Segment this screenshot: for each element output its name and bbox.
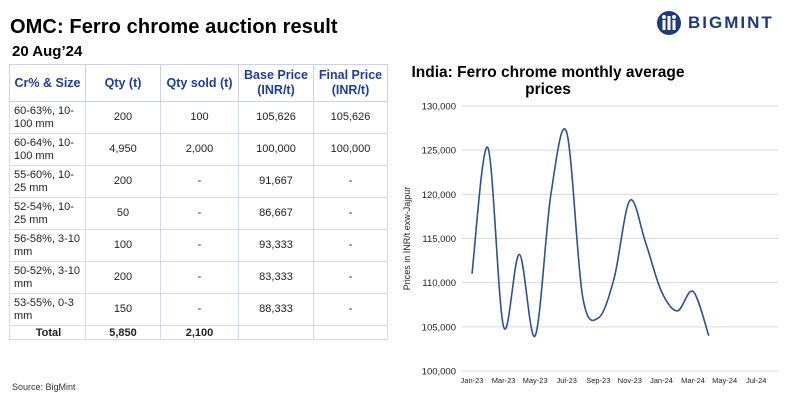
brand-name: BIGMINT bbox=[688, 13, 774, 32]
table-cell: - bbox=[313, 165, 388, 198]
table-header-row: Cr% & Size Qty (t) Qty sold (t) Base Pri… bbox=[9, 64, 388, 102]
y-tick-label: 120,000 bbox=[422, 190, 456, 201]
table-cell: 50-52%, 3-10 mm bbox=[9, 261, 86, 294]
table-cell: 93,333 bbox=[238, 229, 314, 262]
table-cell: - bbox=[160, 293, 239, 326]
y-tick-label: 105,000 bbox=[422, 322, 456, 333]
header-base-price: Base Price (INR/t) bbox=[238, 64, 314, 102]
header-grade-size: Cr% & Size bbox=[9, 64, 86, 102]
table-cell: 100,000 bbox=[238, 133, 314, 166]
table-cell: 5,850 bbox=[85, 325, 161, 340]
chart-title: India: Ferro chrome monthly average pric… bbox=[411, 64, 685, 98]
x-tick-label: Mar-24 bbox=[681, 376, 705, 385]
x-tick-label: Jan-24 bbox=[650, 376, 673, 385]
table-cell: 200 bbox=[85, 165, 161, 198]
table-cell: 53-55%, 0-3 mm bbox=[9, 293, 86, 326]
y-tick-label: 130,000 bbox=[422, 102, 456, 113]
page-title: OMC: Ferro chrome auction result bbox=[10, 16, 338, 38]
table-cell: 200 bbox=[85, 101, 161, 134]
table-cell: 2,100 bbox=[160, 325, 239, 340]
bigmint-logo-icon bbox=[657, 11, 681, 35]
table-cell: 105,626 bbox=[238, 101, 314, 134]
table-cell: 91,667 bbox=[238, 165, 314, 198]
table-cell: 52-54%, 10-25 mm bbox=[9, 197, 86, 230]
table-row: 50-52%, 3-10 mm 200-83,333- bbox=[9, 261, 388, 294]
header-qty-sold: Qty sold (t) bbox=[160, 64, 239, 102]
x-tick-label: Nov-23 bbox=[618, 376, 642, 385]
table-cell: 150 bbox=[85, 293, 161, 326]
source-note: Source: BigMint bbox=[12, 382, 76, 392]
table-cell: 55-60%, 10-25 mm bbox=[9, 165, 86, 198]
table-cell: 100 bbox=[85, 229, 161, 262]
y-tick-label: 100,000 bbox=[422, 367, 456, 378]
table-cell: 60-64%, 10-100 mm bbox=[9, 133, 86, 166]
table-cell: 100,000 bbox=[313, 133, 388, 166]
table-row: 56-58%, 3-10 mm 100-93,333- bbox=[9, 229, 388, 262]
table-cell: - bbox=[313, 293, 388, 326]
table-cell: - bbox=[160, 261, 239, 294]
table-cell bbox=[238, 325, 314, 340]
brand-logo: BIGMINT bbox=[656, 10, 774, 36]
table-cell: - bbox=[160, 165, 239, 198]
table-cell: 200 bbox=[85, 261, 161, 294]
price-series-line bbox=[471, 128, 710, 337]
table-cell: - bbox=[160, 197, 239, 230]
x-tick-label: May-24 bbox=[712, 376, 737, 385]
total-row: Total 5,850 2,100 bbox=[9, 325, 388, 340]
table-row: 55-60%, 10-25 mm 200-91,667- bbox=[9, 165, 388, 198]
price-line-chart: 100,000 105,000 110,000 115,000 120,000 125,0… bbox=[402, 102, 778, 385]
table-cell: 86,667 bbox=[238, 197, 314, 230]
auction-date: 20 Aug’24 bbox=[12, 43, 83, 60]
table-cell: Total bbox=[9, 325, 86, 340]
table-cell: 88,333 bbox=[238, 293, 314, 326]
x-tick-label: May-23 bbox=[523, 376, 548, 385]
header-qty: Qty (t) bbox=[85, 64, 161, 102]
x-tick-label: Mar-23 bbox=[492, 376, 516, 385]
table-row: 60-63%, 10-100 mm 200 100 105,626 105,626 bbox=[9, 101, 388, 134]
x-tick-label: Jul-23 bbox=[557, 376, 577, 385]
x-tick-label: Jan-23 bbox=[461, 376, 484, 385]
table-cell: 83,333 bbox=[238, 261, 314, 294]
table-row: 52-54%, 10-25 mm 50-86,667- bbox=[9, 197, 388, 230]
y-tick-label: 115,000 bbox=[422, 234, 456, 245]
table-cell: - bbox=[160, 229, 239, 262]
auction-table: Cr% & Size Qty (t) Qty sold (t) Base Pri… bbox=[9, 64, 388, 340]
table-cell: 100 bbox=[160, 101, 239, 134]
table-cell: 2,000 bbox=[160, 133, 239, 166]
table-cell: 4,950 bbox=[85, 133, 161, 166]
table-cell: - bbox=[313, 229, 388, 262]
table-cell: 60-63%, 10-100 mm bbox=[9, 101, 86, 134]
table-cell: 56-58%, 3-10 mm bbox=[9, 229, 86, 262]
table-cell: 105,626 bbox=[313, 101, 388, 134]
x-tick-label: Sep-23 bbox=[586, 376, 610, 385]
table-cell: - bbox=[313, 261, 388, 294]
table-cell: 50 bbox=[85, 197, 161, 230]
y-axis-label: Prices in INR/t exw-Jajpur bbox=[402, 187, 412, 291]
header-final-price: Final Price (INR/t) bbox=[313, 64, 388, 102]
table-cell: - bbox=[313, 197, 388, 230]
y-tick-label: 110,000 bbox=[422, 278, 456, 289]
table-cell bbox=[313, 325, 388, 340]
y-tick-label: 125,000 bbox=[422, 146, 456, 157]
table-row: 53-55%, 0-3 mm 150-88,333- bbox=[9, 293, 388, 326]
x-tick-label: Jul-24 bbox=[746, 376, 766, 385]
table-row: 60-64%, 10-100 mm 4,950 2,000 100,000 100,00… bbox=[9, 133, 388, 166]
